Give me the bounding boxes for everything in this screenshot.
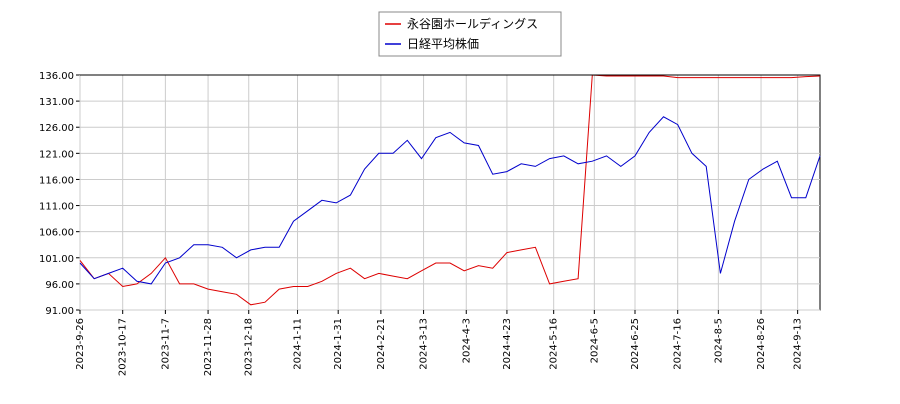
x-tick-label: 2023-9-26: [75, 318, 86, 370]
y-tick-label: 121.00: [39, 149, 74, 160]
series-line: [79, 116, 821, 285]
y-tick-label: 91.00: [45, 306, 74, 317]
series-line: [79, 74, 821, 306]
x-tick-label: 2024-6-5: [589, 318, 600, 363]
legend-box: [378, 11, 562, 57]
plot-area: [79, 74, 821, 311]
legend-label: 永谷園ホールディングス: [407, 16, 538, 31]
y-tick-label: 116.00: [39, 175, 74, 186]
x-tick-label: 2023-12-18: [244, 318, 255, 376]
x-tick-label: 2024-9-13: [793, 318, 804, 370]
y-tick-label: 101.00: [39, 254, 74, 265]
x-tick-label: 2024-7-16: [673, 318, 684, 370]
x-tick-label: 2024-8-26: [756, 318, 767, 370]
y-tick-label: 126.00: [39, 123, 74, 134]
x-tick-label: 2024-2-21: [376, 318, 387, 370]
x-tick-label: 2023-10-17: [118, 318, 129, 376]
x-tick-label: 2023-11-7: [160, 318, 171, 370]
x-tick-label: 2024-3-13: [419, 318, 430, 370]
x-tick-label: 2024-1-11: [293, 318, 304, 370]
y-tick-label: 111.00: [39, 202, 74, 213]
x-tick-label: 2023-11-28: [203, 318, 214, 376]
y-tick-label: 106.00: [39, 228, 74, 239]
x-tick-label: 2024-6-25: [630, 318, 641, 370]
x-tick-label: 2024-4-23: [502, 318, 513, 370]
x-tick-label: 2024-4-3: [461, 318, 472, 363]
x-tick-label: 2024-8-5: [713, 318, 724, 363]
y-tick-label: 96.00: [45, 280, 74, 291]
x-tick-label: 2024-5-16: [549, 318, 560, 370]
legend-label: 日経平均株価: [407, 36, 479, 51]
x-tick-label: 2024-1-31: [333, 318, 344, 370]
y-tick-label: 131.00: [39, 97, 74, 108]
y-tick-label: 136.00: [39, 71, 74, 82]
